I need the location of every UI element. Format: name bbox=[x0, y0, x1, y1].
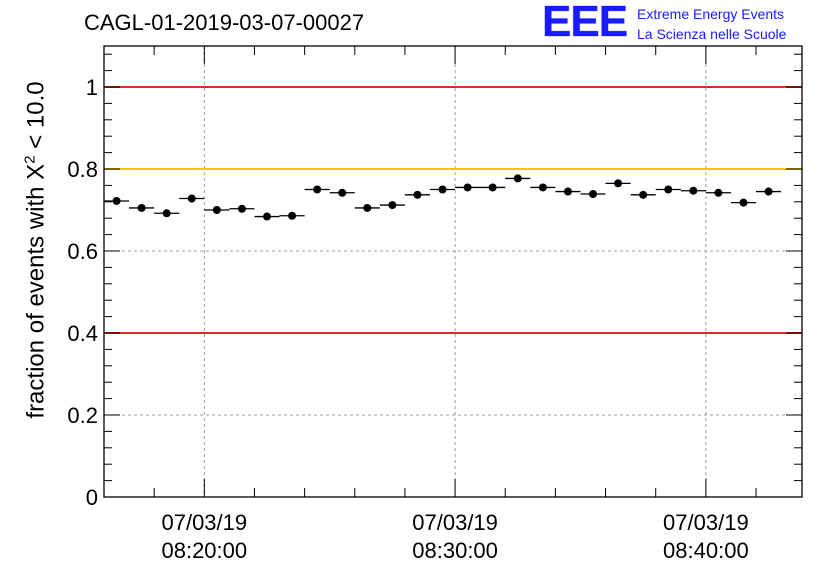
data-point bbox=[689, 186, 698, 195]
y-tick-label: 0 bbox=[86, 485, 98, 510]
y-tick-label: 0.8 bbox=[67, 157, 98, 182]
x-tick-date-label: 07/03/19 bbox=[412, 510, 498, 535]
data-point bbox=[187, 194, 196, 203]
data-point bbox=[288, 211, 297, 220]
y-tick-label: 0.2 bbox=[67, 403, 98, 428]
data-point bbox=[538, 183, 547, 192]
eee-logo: EEE Extreme Energy Events La Scienza nel… bbox=[542, 0, 832, 46]
plot-area bbox=[104, 46, 802, 497]
data-point bbox=[137, 203, 146, 212]
data-point bbox=[639, 190, 648, 199]
data-point bbox=[313, 185, 322, 194]
data-point bbox=[764, 187, 773, 196]
data-point bbox=[413, 190, 422, 199]
logo-text-line2: La Scienza nelle Scuole bbox=[637, 26, 787, 42]
data-point bbox=[162, 209, 171, 218]
y-tick-label: 0.4 bbox=[67, 321, 98, 346]
data-point bbox=[388, 201, 397, 210]
plot-frame bbox=[103, 45, 803, 498]
data-point bbox=[463, 183, 472, 192]
data-point bbox=[739, 198, 748, 207]
x-tick-time-label: 08:40:00 bbox=[663, 538, 749, 563]
data-point bbox=[714, 188, 723, 197]
logo-text-line1: Extreme Energy Events bbox=[637, 6, 785, 22]
eee-logo-mark: EEE bbox=[542, 0, 628, 46]
x-tick-time-label: 08:30:00 bbox=[412, 538, 498, 563]
y-tick-label: 1 bbox=[86, 75, 98, 100]
data-point bbox=[112, 196, 121, 205]
data-point bbox=[589, 190, 598, 199]
data-point bbox=[664, 185, 673, 194]
data-point bbox=[488, 183, 497, 192]
data-point bbox=[237, 204, 246, 213]
data-point bbox=[338, 188, 347, 197]
data-point bbox=[513, 174, 522, 183]
data-point bbox=[563, 187, 572, 196]
data-point bbox=[212, 206, 221, 214]
data-point bbox=[614, 179, 623, 188]
y-tick-label: 0.6 bbox=[67, 239, 98, 264]
data-point bbox=[363, 203, 372, 212]
x-tick-time-label: 08:20:00 bbox=[161, 538, 247, 563]
x-tick-date-label: 07/03/19 bbox=[663, 510, 749, 535]
data-point bbox=[438, 185, 447, 194]
x-tick-date-label: 07/03/19 bbox=[161, 510, 247, 535]
chart-title: CAGL-01-2019-03-07-00027 bbox=[84, 10, 365, 35]
data-point bbox=[263, 212, 272, 221]
